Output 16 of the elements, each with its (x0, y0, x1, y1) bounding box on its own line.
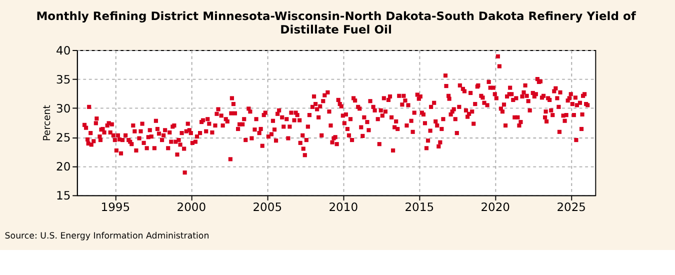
x-tick-label: 2020 (480, 200, 510, 214)
x-tick-label: 2000 (176, 200, 206, 214)
x-tick-label: 2010 (328, 200, 358, 214)
chart-title: Monthly Refining District Minnesota-Wisconsin-North Dakota-South Dakota Refinery Yield of Distillate Fuel Oil (36, 9, 637, 37)
x-tick-label: 2005 (252, 200, 282, 214)
y-tick-label: 20 (56, 159, 71, 174)
y-tick-label: 15 (56, 188, 71, 203)
y-tick-label: 30 (56, 101, 71, 116)
y-tick-label: 25 (56, 130, 71, 144)
y-axis-title: Percent (42, 104, 54, 142)
y-tick-label: 40 (56, 43, 71, 58)
x-tick-label: 2015 (404, 200, 434, 214)
source-note: Source: U.S. Energy Information Administration (4, 231, 210, 242)
x-tick-label: 1995 (100, 200, 130, 214)
y-tick-label: 35 (56, 72, 71, 86)
x-tick-label: 2025 (556, 200, 586, 214)
